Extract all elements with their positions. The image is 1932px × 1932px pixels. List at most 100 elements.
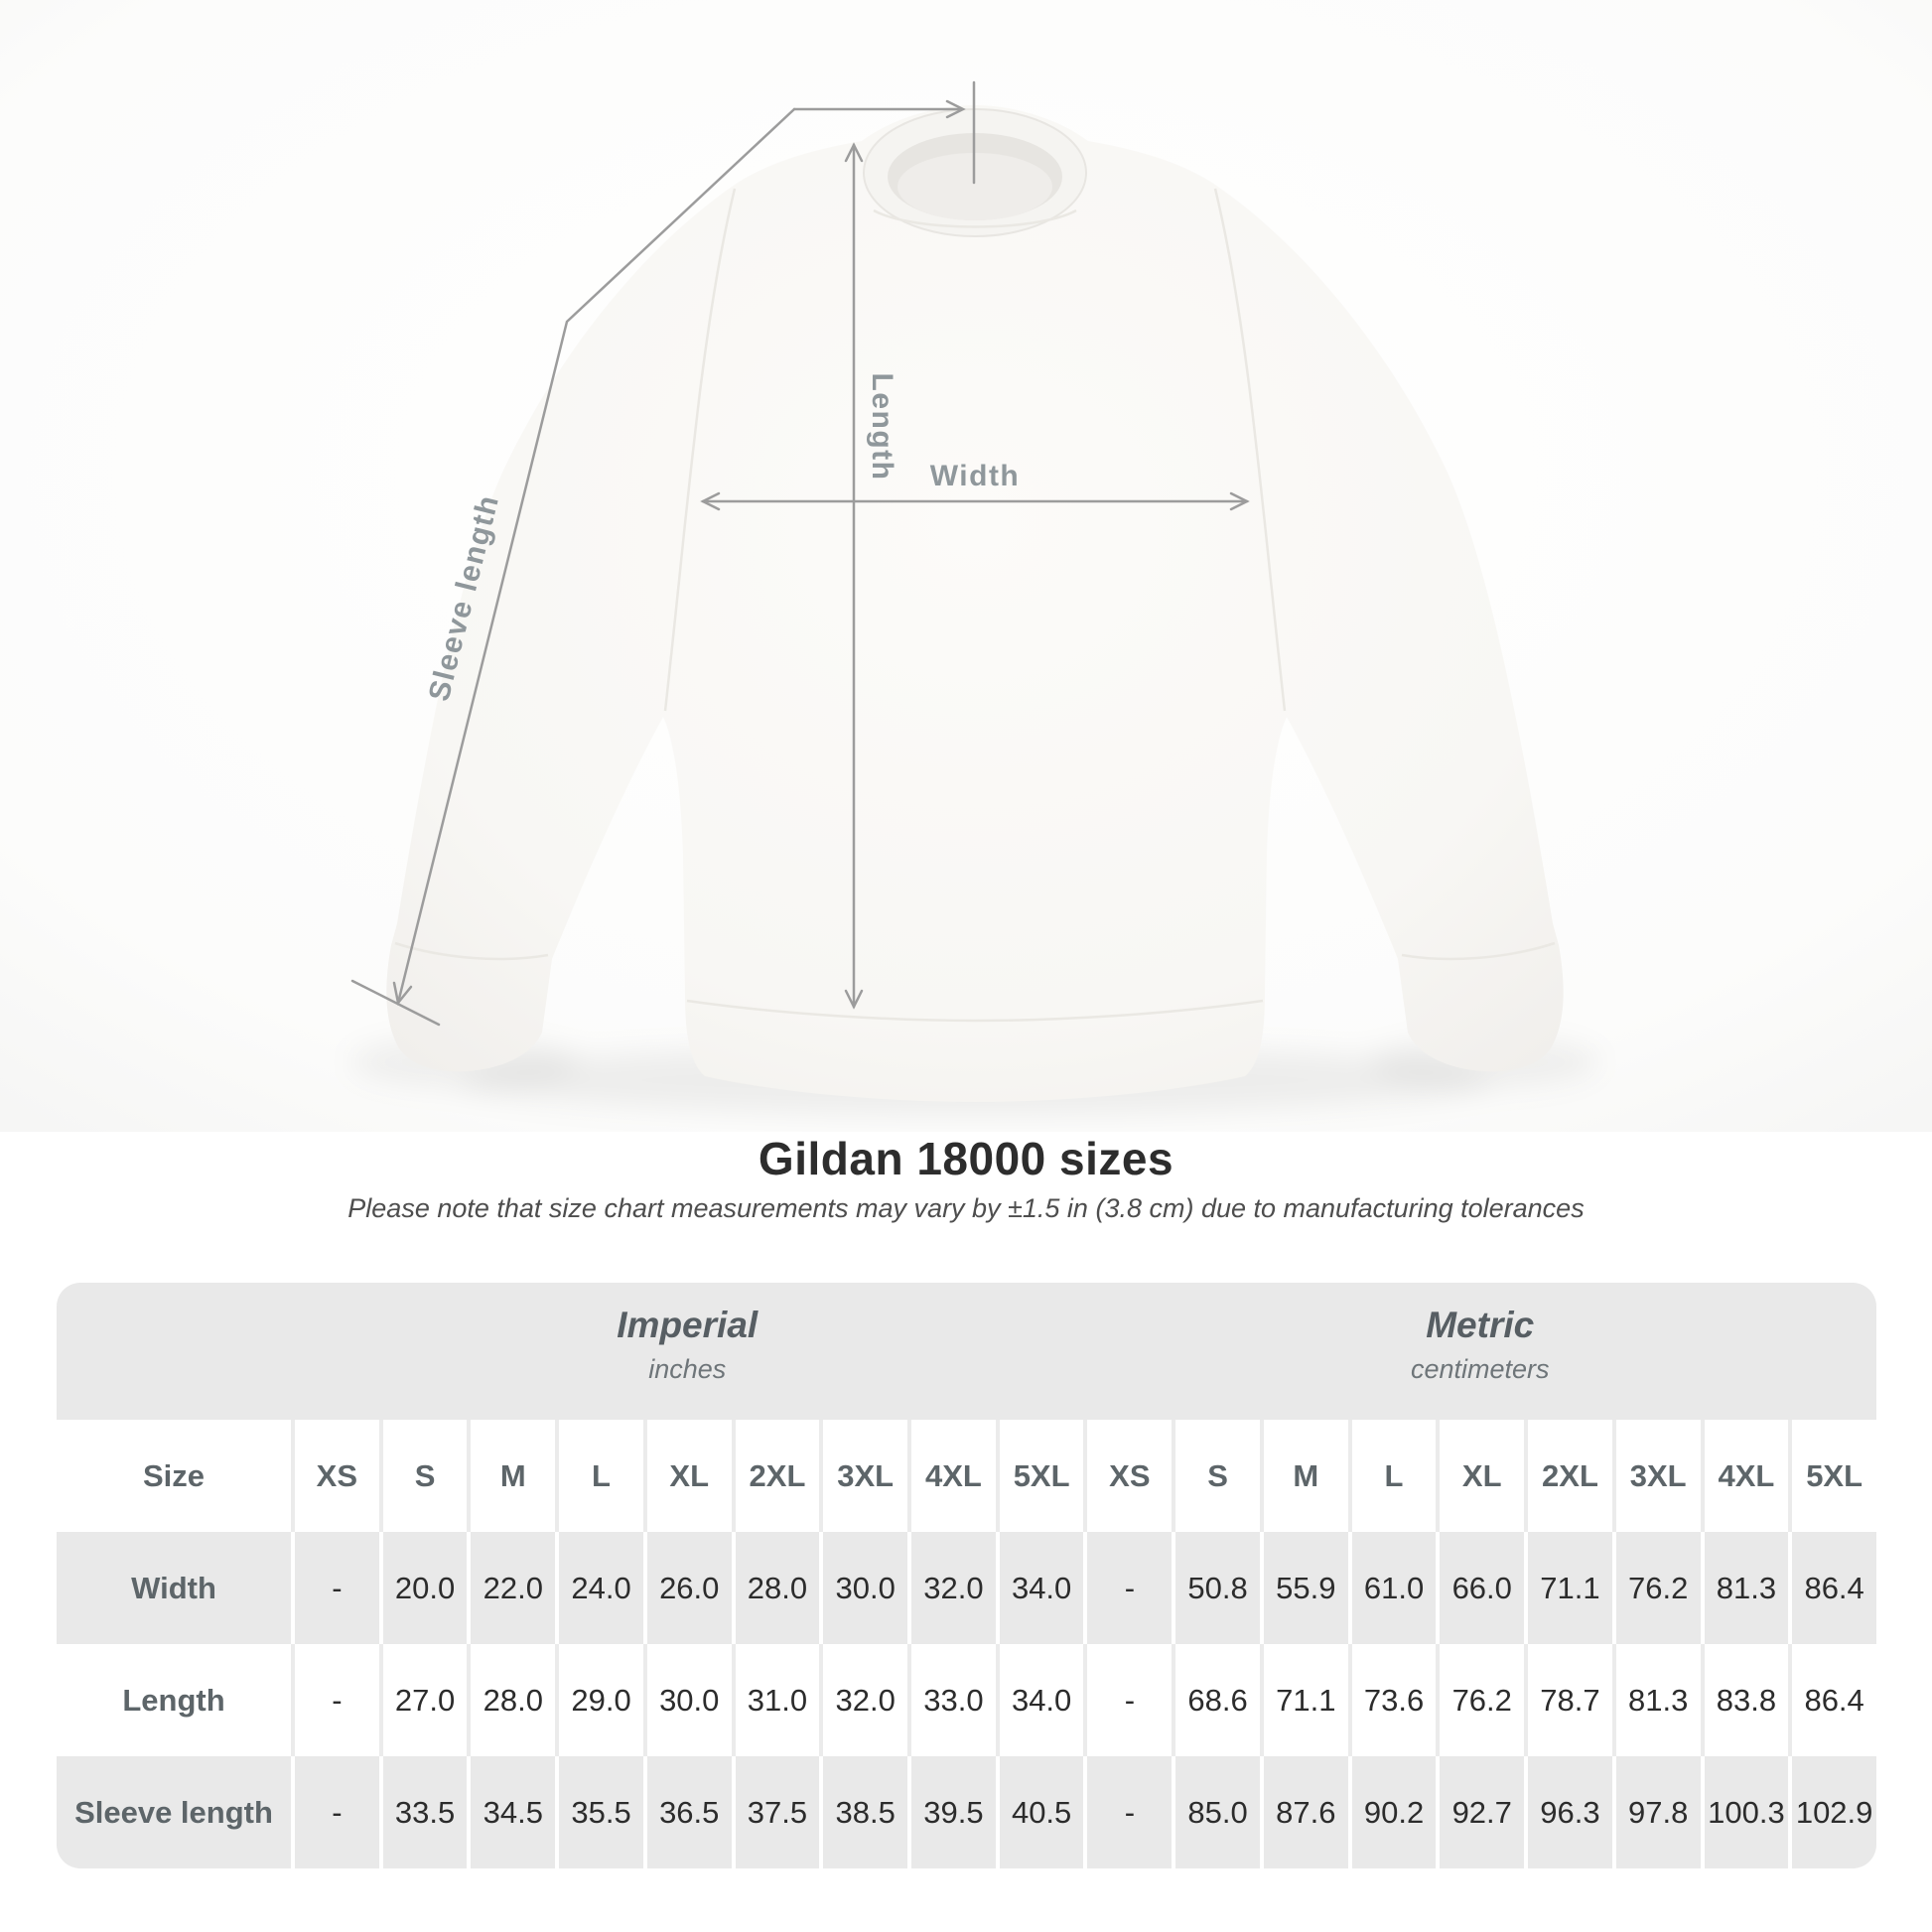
row-label-length: Length (122, 1682, 225, 1718)
value-cell: - (291, 1532, 379, 1644)
size-column-metric-3xl: 3XL (1611, 1420, 1701, 1532)
width-label: Width (930, 460, 1021, 492)
value-cell: 32.0 (819, 1644, 907, 1756)
product-measurement-diagram: Length Width Sleeve length (0, 0, 1932, 1132)
size-corner-label: Size (142, 1457, 206, 1493)
size-column-imperial-m: M (467, 1420, 555, 1532)
value-cell: - (1083, 1532, 1173, 1644)
collar-inner-back (897, 153, 1052, 220)
value-cell: 68.6 (1172, 1644, 1260, 1756)
value-cell: 76.2 (1611, 1532, 1701, 1644)
value-cell: 27.0 (378, 1644, 468, 1756)
measurement-arrows (350, 80, 1250, 1027)
size-table: Imperial inches Metric centimeters Size XS S M L… (57, 1283, 1876, 1868)
value-cell: 87.6 (1259, 1756, 1348, 1868)
size-column-imperial-xl: XL (642, 1420, 732, 1532)
size-column-imperial-5xl: 5XL (995, 1420, 1084, 1532)
value-cell: 40.5 (995, 1756, 1084, 1868)
arrowhead-width-left (700, 491, 721, 511)
value-cell: 35.5 (555, 1756, 643, 1868)
value-cell: 71.1 (1259, 1644, 1348, 1756)
size-column-metric-5xl: 5XL (1788, 1420, 1876, 1532)
value-cell: 22.0 (467, 1532, 556, 1644)
size-column-imperial-2xl: 2XL (731, 1420, 820, 1532)
tolerance-note: Please note that size chart measurements… (347, 1193, 1585, 1223)
value-cell: 34.0 (995, 1644, 1084, 1756)
value-cell: 50.8 (1172, 1532, 1260, 1644)
value-cell: 34.0 (995, 1532, 1084, 1644)
value-cell: 26.0 (642, 1532, 732, 1644)
value-cell: 31.0 (731, 1644, 820, 1756)
size-column-metric-m: M (1259, 1420, 1348, 1532)
value-cell: 83.8 (1700, 1644, 1789, 1756)
value-cell: 24.0 (555, 1532, 643, 1644)
value-cell: 81.3 (1700, 1532, 1789, 1644)
sweatshirt-body (386, 105, 1564, 1102)
value-cell: 30.0 (819, 1532, 908, 1644)
size-column-imperial-l: L (555, 1420, 643, 1532)
value-cell: 76.2 (1436, 1644, 1524, 1756)
value-cell: 66.0 (1436, 1532, 1525, 1644)
value-cell: - (1083, 1644, 1172, 1756)
size-column-metric-s: S (1172, 1420, 1260, 1532)
value-cell: 20.0 (378, 1532, 468, 1644)
row-label-sleeve-length: Sleeve length (57, 1756, 291, 1868)
value-cell: - (1083, 1756, 1173, 1868)
value-cell: 36.5 (642, 1756, 732, 1868)
value-cell: 85.0 (1172, 1756, 1260, 1868)
value-cell: 32.0 (907, 1532, 996, 1644)
size-column-metric-xs: XS (1083, 1420, 1172, 1532)
unit-group-unit: inches (648, 1353, 727, 1384)
sleeve-end-tick (350, 979, 441, 1027)
value-cell: 33.0 (907, 1644, 996, 1756)
sweatshirt-diagram-svg: Length Width Sleeve length (0, 0, 1932, 1132)
value-cell: 33.5 (378, 1756, 468, 1868)
value-cell: 37.5 (731, 1756, 820, 1868)
value-cell: - (291, 1644, 379, 1756)
unit-group-metric: Metric centimeters (1083, 1283, 1876, 1420)
size-column-metric-l: L (1347, 1420, 1437, 1532)
arrowhead-width-right (1229, 491, 1250, 511)
size-column-metric-2xl: 2XL (1524, 1420, 1612, 1532)
arrowhead-length-top (844, 142, 864, 163)
value-cell: 55.9 (1259, 1532, 1348, 1644)
value-cell: 102.9 (1788, 1756, 1876, 1868)
page-title: Gildan 18000 sizes (758, 1133, 1174, 1184)
value-cell: 78.7 (1524, 1644, 1612, 1756)
value-cell: 39.5 (907, 1756, 996, 1868)
value-cell: 28.0 (467, 1644, 555, 1756)
value-cell: 28.0 (731, 1532, 820, 1644)
value-cell: 100.3 (1700, 1756, 1789, 1868)
value-cell: 34.5 (467, 1756, 556, 1868)
value-cell: 86.4 (1788, 1644, 1876, 1756)
unit-group-imperial: Imperial inches (291, 1283, 1084, 1420)
size-column-imperial-xs: XS (291, 1420, 379, 1532)
value-cell: 97.8 (1611, 1756, 1701, 1868)
value-cell: - (291, 1756, 379, 1868)
value-cell: 73.6 (1347, 1644, 1437, 1756)
sweatshirt-illustration (386, 105, 1564, 1102)
value-cell: 71.1 (1524, 1532, 1612, 1644)
value-cell: 81.3 (1611, 1644, 1701, 1756)
size-column-imperial-s: S (378, 1420, 468, 1532)
value-cell: 61.0 (1347, 1532, 1437, 1644)
value-cell: 38.5 (819, 1756, 908, 1868)
value-cell: 29.0 (555, 1644, 643, 1756)
arrowhead-right (945, 99, 966, 119)
arrowhead-length-bottom (844, 989, 864, 1010)
value-cell: 92.7 (1436, 1756, 1525, 1868)
value-cell: 96.3 (1524, 1756, 1612, 1868)
value-cell: 90.2 (1347, 1756, 1437, 1868)
length-label: Length (866, 373, 898, 482)
unit-group-name: Metric (1426, 1304, 1535, 1345)
value-cell: 30.0 (642, 1644, 732, 1756)
size-column-metric-xl: XL (1436, 1420, 1524, 1532)
band-corner-spacer (57, 1283, 291, 1420)
row-label-width: Width (57, 1532, 291, 1644)
size-column-metric-4xl: 4XL (1700, 1420, 1789, 1532)
size-column-imperial-3xl: 3XL (819, 1420, 907, 1532)
unit-group-name: Imperial (617, 1304, 759, 1345)
unit-group-unit: centimeters (1410, 1353, 1550, 1384)
size-column-imperial-4xl: 4XL (907, 1420, 996, 1532)
sleeve-length-line (396, 107, 796, 1005)
